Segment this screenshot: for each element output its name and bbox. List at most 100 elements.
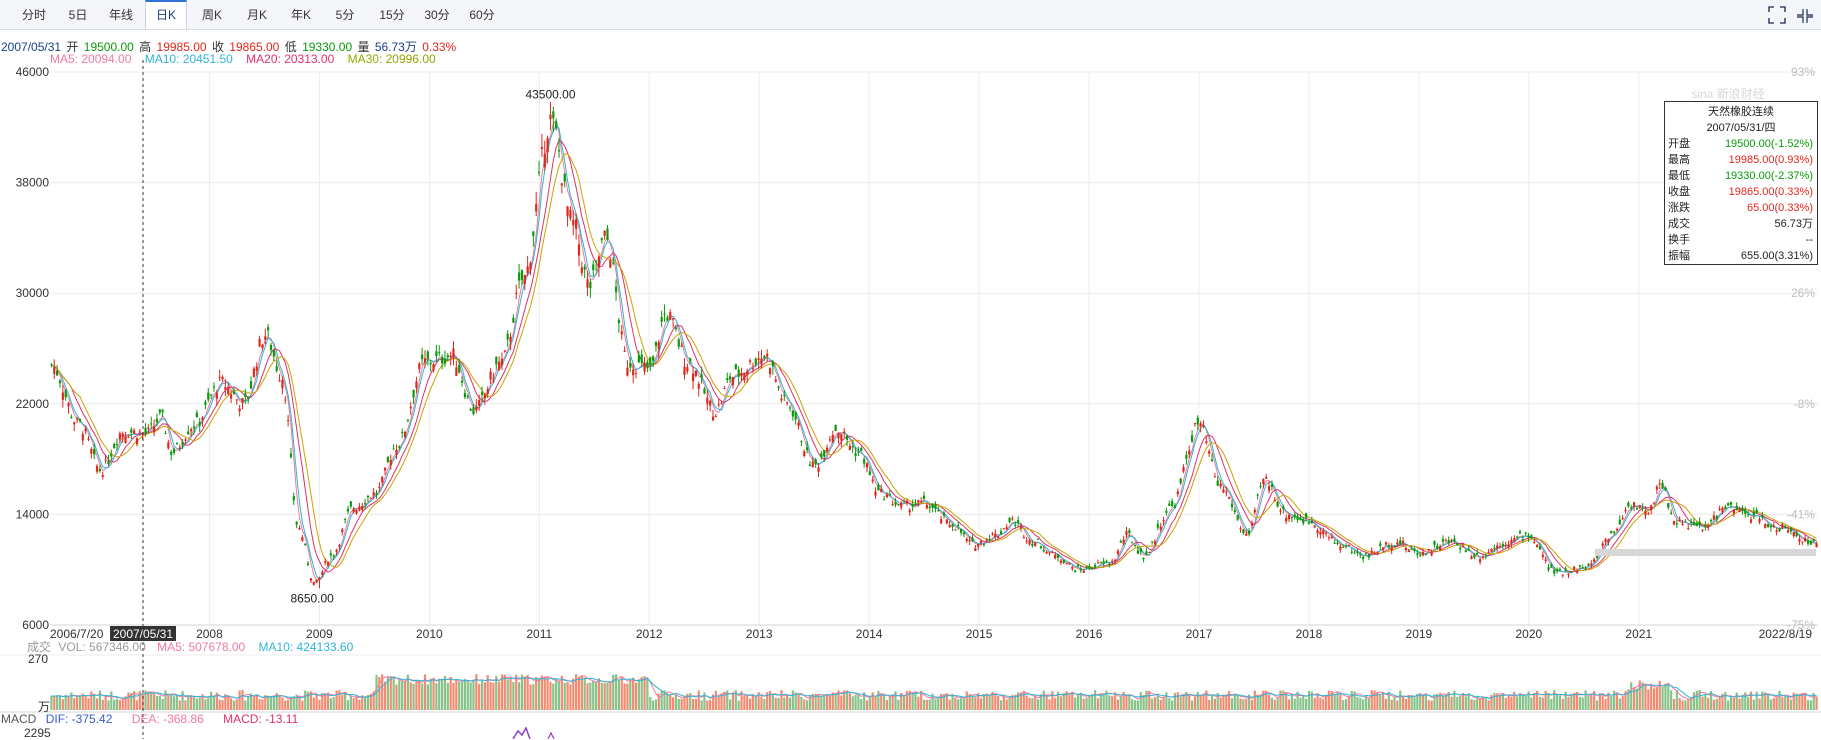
volume-bar xyxy=(1265,690,1268,710)
candle-body xyxy=(1570,571,1573,573)
tab-分时[interactable]: 分时 xyxy=(21,8,46,22)
candle-body xyxy=(326,562,330,566)
candle-body xyxy=(164,433,167,435)
candle-body xyxy=(740,373,743,377)
volume-bar xyxy=(1581,697,1584,710)
volume-bar xyxy=(617,679,620,710)
price-tick-left: 46000 xyxy=(16,65,50,79)
volume-bar xyxy=(1322,699,1325,710)
candle-body xyxy=(1507,544,1510,548)
candle-body xyxy=(612,262,615,264)
volume-bar xyxy=(1610,696,1613,710)
volume-bar xyxy=(492,682,495,710)
volume-bar xyxy=(84,695,87,710)
volume-bar xyxy=(486,675,489,710)
candle-body xyxy=(734,364,737,370)
fullscreen-icon[interactable] xyxy=(1766,4,1788,26)
volume-bar xyxy=(1490,694,1493,710)
tab-年K[interactable]: 年K xyxy=(290,8,311,22)
volume-bar xyxy=(1210,694,1214,710)
volume-bar xyxy=(689,693,692,710)
volume-bar xyxy=(1276,697,1279,710)
volume-bar xyxy=(1407,695,1410,710)
candle-body xyxy=(1399,540,1402,545)
volume-bar xyxy=(1125,694,1128,710)
tab-月K[interactable]: 月K xyxy=(246,8,267,22)
candle-body xyxy=(1553,570,1556,574)
candle-body xyxy=(962,532,966,535)
volume-bar xyxy=(509,678,512,710)
volume-bar xyxy=(517,682,521,710)
tab-年线[interactable]: 年线 xyxy=(108,8,133,22)
tab-周K[interactable]: 周K xyxy=(201,8,222,22)
volume-bar xyxy=(820,696,823,710)
volume-bar xyxy=(691,698,695,710)
tab-日K[interactable]: 日K xyxy=(145,0,187,29)
tab-5分[interactable]: 5分 xyxy=(335,8,355,22)
volume-bar xyxy=(1724,692,1727,710)
info-low: 19330.00 xyxy=(302,40,353,54)
volume-bar xyxy=(1099,693,1102,710)
candle-body xyxy=(272,350,275,357)
candle-body xyxy=(1715,515,1718,520)
volume-bar xyxy=(700,700,703,710)
volume-bar xyxy=(1761,691,1764,710)
tab-30分[interactable]: 30分 xyxy=(424,8,450,22)
candle-body xyxy=(1133,544,1137,546)
volume-bar xyxy=(734,690,737,710)
tab-60分[interactable]: 60分 xyxy=(469,8,495,22)
volume-bar xyxy=(344,692,347,710)
candle-body xyxy=(1205,441,1208,443)
volume-bar xyxy=(1091,694,1094,710)
volume-bar xyxy=(940,693,943,710)
ma-legend: MA5: 20094.00 MA10: 20451.50 MA20: 20313… xyxy=(50,52,438,66)
candle-body xyxy=(808,464,812,467)
x-axis-label: 2019 xyxy=(1406,627,1433,641)
candle-body xyxy=(623,350,626,352)
candle-body xyxy=(780,398,783,401)
candle-body xyxy=(1601,543,1604,546)
volume-bar xyxy=(840,695,843,710)
volume-bar xyxy=(423,674,427,710)
candle-body xyxy=(1248,530,1251,535)
volume-bar xyxy=(740,691,743,710)
candle-body xyxy=(1652,503,1656,505)
candle-body xyxy=(1681,523,1684,526)
candle-body xyxy=(985,539,988,541)
volume-bar xyxy=(406,674,409,710)
candle-body xyxy=(1650,505,1653,511)
volume-bar xyxy=(1401,695,1405,710)
volume-bar xyxy=(971,695,974,710)
volume-bar xyxy=(1692,692,1696,710)
candle-body xyxy=(794,412,797,420)
tab-15分[interactable]: 15分 xyxy=(379,8,405,22)
candle-body xyxy=(825,447,829,452)
volume-bar xyxy=(247,696,250,710)
cursor-date-label: 2007/05/31 xyxy=(113,627,173,641)
candle-body xyxy=(1196,417,1199,425)
candle-body xyxy=(1769,525,1773,528)
exit-fullscreen-icon[interactable] xyxy=(1794,4,1816,26)
volume-bar xyxy=(164,690,167,710)
x-axis-label: 2009 xyxy=(306,627,333,641)
volume-bar xyxy=(386,676,390,710)
volume-bar xyxy=(540,675,544,710)
candle-body xyxy=(267,327,270,331)
tab-5日[interactable]: 5日 xyxy=(68,8,88,22)
volume-bar xyxy=(138,691,141,710)
volume-bar xyxy=(1230,698,1234,710)
candle-body xyxy=(649,357,652,365)
tooltip-value: 19985.00(0.93%) xyxy=(1728,154,1813,166)
candle-body xyxy=(851,446,854,448)
info-high: 19985.00 xyxy=(156,40,207,54)
volume-bar xyxy=(1578,697,1581,710)
candle-body xyxy=(760,358,763,365)
tooltip-value: -- xyxy=(1805,234,1813,246)
volume-bar xyxy=(1285,692,1288,710)
candle-body xyxy=(723,388,726,390)
volume-bar xyxy=(860,698,863,710)
candle-body xyxy=(954,529,957,531)
x-axis-label: 2011 xyxy=(526,627,552,641)
volume-bar xyxy=(1008,697,1011,710)
